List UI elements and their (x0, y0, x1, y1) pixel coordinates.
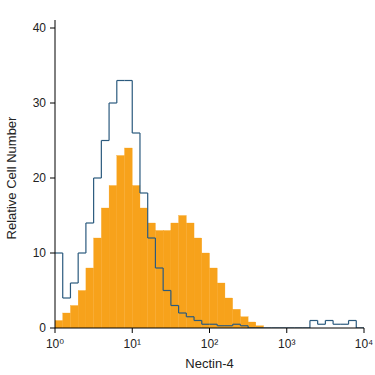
step-segment (310, 320, 318, 321)
histogram-bar (86, 268, 94, 328)
x-tick (55, 328, 56, 333)
step-connector (170, 291, 171, 306)
step-segment (109, 102, 117, 103)
chart: 0 10 20 30 40 10⁰ 10¹ 10² 10³ 10⁴ Nectin-4 Relative… (0, 0, 375, 375)
step-segment (55, 252, 63, 253)
x-tick (364, 328, 365, 333)
histogram-bar (148, 223, 156, 328)
histogram-bar (78, 291, 86, 329)
step-connector (70, 283, 71, 298)
step-segment (171, 305, 179, 306)
step-segment (70, 282, 78, 283)
step-connector (78, 253, 79, 283)
y-tick-label: 20 (33, 171, 47, 185)
histogram-bar (248, 322, 256, 328)
step-connector (132, 81, 133, 134)
histogram-bar (63, 313, 71, 328)
y-axis-label: Relative Cell Number (4, 116, 19, 239)
step-segment (349, 320, 357, 321)
step-connector (62, 253, 63, 298)
histogram-bar (171, 223, 179, 328)
step-segment (86, 222, 94, 223)
x-tick-label: 10³ (278, 337, 295, 351)
y-tick-label: 30 (33, 96, 47, 110)
x-tick (209, 328, 210, 333)
histogram-bar (94, 238, 102, 328)
step-segment (78, 252, 86, 253)
y-tick (50, 103, 55, 104)
step-connector (356, 321, 357, 329)
histogram-bar (163, 231, 171, 329)
step-connector (163, 268, 164, 291)
step-segment (117, 80, 125, 81)
histogram-bar (225, 298, 233, 328)
histogram-bar (233, 309, 241, 328)
step-connector (101, 141, 102, 179)
step-segment (240, 325, 248, 326)
histogram-bar (194, 238, 202, 328)
step-segment (148, 237, 156, 238)
step-segment (318, 324, 326, 325)
step-segment (194, 320, 202, 321)
step-connector (147, 193, 148, 238)
x-tick (286, 328, 287, 333)
y-tick-label: 40 (33, 21, 47, 35)
y-tick-label: 0 (39, 321, 46, 335)
step-segment (155, 267, 163, 268)
step-connector (85, 223, 86, 253)
step-segment (179, 312, 187, 313)
histogram-bar (117, 156, 125, 329)
histogram-bar (155, 231, 163, 329)
histogram-bar (179, 216, 187, 329)
step-segment (217, 325, 225, 326)
x-tick-label: 10¹ (124, 337, 141, 351)
plot-area (55, 81, 364, 329)
histogram-bar (202, 253, 210, 328)
histogram-bar (240, 317, 248, 328)
x-tick-label: 10⁰ (46, 337, 64, 351)
histogram-bar (217, 283, 225, 328)
step-segment (333, 324, 341, 325)
y-tick (50, 178, 55, 179)
step-connector (93, 178, 94, 223)
step-segment (132, 132, 140, 133)
step-segment (163, 290, 171, 291)
step-segment (94, 177, 102, 178)
step-segment (210, 324, 218, 325)
y-tick (50, 328, 55, 329)
x-tick (132, 328, 133, 333)
step-segment (63, 297, 71, 298)
step-connector (116, 81, 117, 104)
histogram-bar (70, 306, 78, 329)
histogram-bar (140, 208, 148, 328)
step-segment (233, 324, 241, 325)
y-tick-label: 10 (33, 246, 47, 260)
step-connector (309, 321, 310, 329)
y-tick (50, 28, 55, 29)
step-connector (178, 306, 179, 314)
step-segment (202, 324, 210, 325)
step-connector (139, 133, 140, 193)
histogram-bar (109, 186, 117, 329)
step-connector (108, 103, 109, 141)
histogram-bar (210, 268, 218, 328)
histogram-bar (132, 186, 140, 329)
histogram-bar (125, 148, 133, 328)
step-segment (325, 320, 333, 321)
step-segment (341, 324, 349, 325)
y-tick (50, 253, 55, 254)
step-segment (186, 316, 194, 317)
step-segment (101, 140, 109, 141)
histogram-bar (101, 208, 109, 328)
x-tick-label: 10² (201, 337, 218, 351)
y-axis-line (55, 20, 56, 328)
step-segment (225, 325, 233, 326)
histogram-bar (55, 321, 63, 329)
x-tick-label: 10⁴ (355, 337, 374, 351)
step-segment (125, 80, 133, 81)
step-segment (140, 192, 148, 193)
step-connector (155, 238, 156, 268)
histogram-bar (186, 223, 194, 328)
x-axis-label: Nectin-4 (185, 356, 233, 371)
